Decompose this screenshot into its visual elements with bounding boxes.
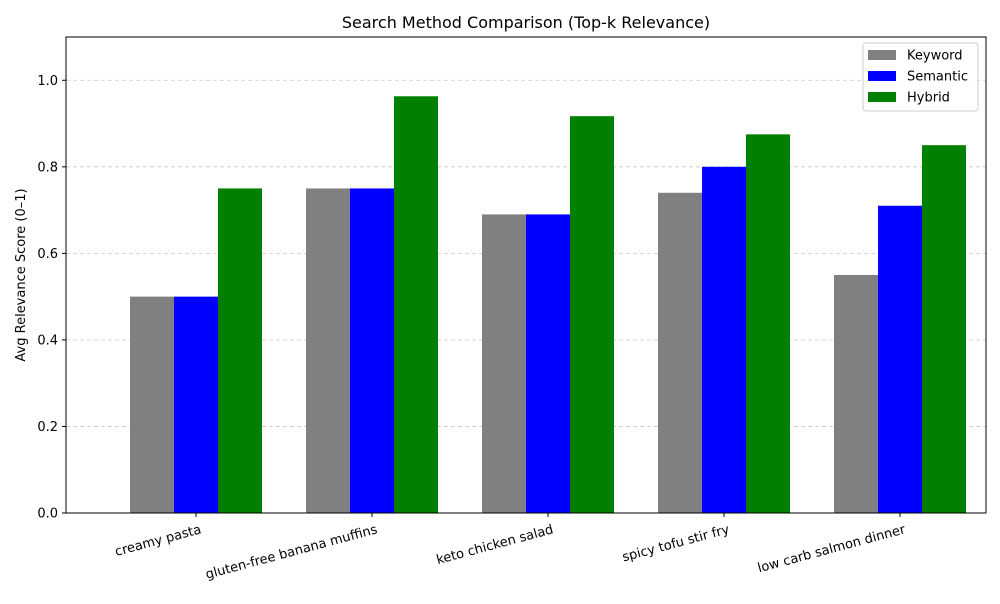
x-tick-label: gluten-free banana muffins [204,522,379,582]
legend-label-keyword: Keyword [907,49,963,64]
bar-hybrid-2 [570,116,614,514]
grid-lines [66,79,986,427]
y-tick-label: 1.0 [37,74,58,89]
bars-group [130,96,966,514]
bar-hybrid-3 [746,134,790,513]
plot-frame [65,36,987,514]
bar-semantic-3 [702,166,746,513]
bar-keyword-0 [130,296,174,513]
bar-semantic-4 [878,205,922,513]
bar-keyword-4 [834,275,878,513]
legend-label-hybrid: Hybrid [907,91,950,106]
y-axis: 0.0 0.2 0.4 0.6 0.8 1.0 [37,74,66,522]
bar-keyword-3 [658,192,702,514]
legend-swatch-keyword [868,50,896,60]
x-tick-label: low carb salmon dinner [756,522,908,576]
bar-keyword-2 [482,214,526,513]
bar-semantic-1 [350,188,394,514]
bar-hybrid-4 [922,145,966,513]
bar-hybrid-1 [394,96,438,514]
x-tick-label: keto chicken salad [435,522,555,568]
bar-semantic-2 [526,214,570,513]
legend-swatch-hybrid [868,92,896,102]
bar-semantic-0 [174,296,218,513]
y-axis-title: Avg Relevance Score (0–1) [14,188,29,361]
legend: Keyword Semantic Hybrid [862,42,979,112]
x-axis: creamy pasta gluten-free banana muffins ke… [113,513,908,583]
legend-swatch-semantic [868,71,896,81]
chart-title: Search Method Comparison (Top-k Relevanc… [342,13,710,32]
y-tick-label: 0.0 [37,507,58,522]
x-tick-label: spicy tofu stir fry [621,522,732,565]
bar-keyword-1 [306,188,350,514]
y-tick-label: 0.2 [37,420,58,435]
y-tick-label: 0.8 [37,160,58,175]
bar-hybrid-0 [218,188,262,514]
y-tick-label: 0.6 [37,247,58,262]
legend-label-semantic: Semantic [907,70,968,85]
y-tick-label: 0.4 [37,333,58,348]
x-tick-label: creamy pasta [113,522,203,559]
